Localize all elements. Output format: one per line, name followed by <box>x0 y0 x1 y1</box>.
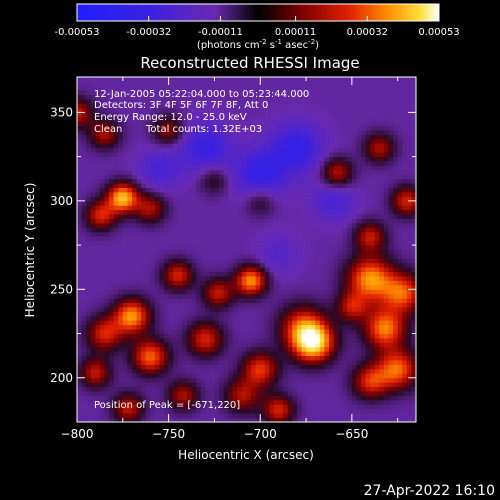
plot-frame <box>76 76 417 423</box>
x-tick-label: −700 <box>244 427 277 441</box>
x-tick-label: −650 <box>335 427 368 441</box>
annotation-total-counts: Total counts: 1.32E+03 <box>145 124 262 135</box>
annotation-energy-range: Energy Range: 12.0 - 25.0 keV <box>94 112 247 123</box>
colorbar-tick-label: 0.00053 <box>418 27 459 38</box>
heatmap-image <box>77 77 416 422</box>
footer-timestamp: 27-Apr-2022 16:10 <box>364 483 495 499</box>
y-tick-label: 250 <box>50 282 73 296</box>
chart-title: Reconstructed RHESSI Image <box>140 54 359 72</box>
y-tick-label: 200 <box>50 371 73 385</box>
x-axis-label: Heliocentric X (arcsec) <box>178 448 314 462</box>
colorbar-tick-label: 0.00011 <box>275 27 316 38</box>
x-tick-label: −750 <box>152 427 185 441</box>
annotations: 12-Jan-2005 05:22:04.000 to 05:23:44.000… <box>94 89 309 411</box>
y-axis-label: Heliocentric Y (arcsec) <box>23 183 37 318</box>
annotation-detectors: Detectors: 3F 4F 5F 6F 7F 8F, Att 0 <box>94 100 268 111</box>
colorbar-tick-label: 0.00032 <box>347 27 388 38</box>
y-tick-label: 300 <box>50 194 73 208</box>
annotation-time-range: 12-Jan-2005 05:22:04.000 to 05:23:44.000 <box>94 89 309 100</box>
colorbar-ticks: -0.00053 -0.00032 -0.00011 0.00011 0.00032 0.… <box>55 16 460 38</box>
colorbar-tick-label: -0.00011 <box>198 27 243 38</box>
colorbar-tick-label: -0.00053 <box>55 27 100 38</box>
colorbar-tick-label: -0.00032 <box>126 27 171 38</box>
colorbar-units: (photons cm-2 s-1 asec-2) <box>197 38 319 51</box>
y-tick-label: 350 <box>50 105 73 119</box>
annotation-method: Clean <box>94 124 122 135</box>
axis-ticks: −800 −750 −700 −650 200 250 300 350 <box>50 77 416 441</box>
x-tick-label: −800 <box>61 427 94 441</box>
annotation-peak-position: Position of Peak = [-671,220] <box>94 400 240 411</box>
colorbar <box>76 3 440 22</box>
